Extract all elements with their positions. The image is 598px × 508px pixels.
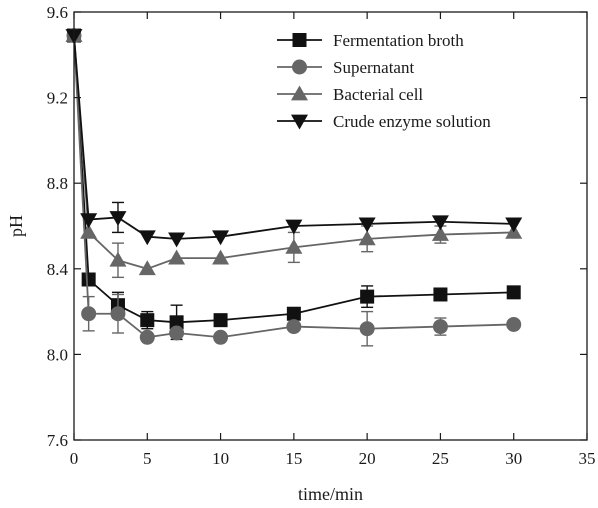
y-tick-label: 7.6 xyxy=(47,431,68,450)
y-tick-label: 9.2 xyxy=(47,89,68,108)
data-point xyxy=(168,249,186,265)
y-tick-label: 9.6 xyxy=(47,3,68,22)
legend-item: Bacterial cell xyxy=(277,85,423,104)
data-point xyxy=(109,211,127,226)
y-tick-label: 8.4 xyxy=(47,260,69,279)
data-point xyxy=(81,306,97,322)
data-point xyxy=(212,249,230,265)
x-tick-label: 10 xyxy=(212,449,229,468)
data-point xyxy=(140,313,155,328)
y-tick-label: 8.8 xyxy=(47,174,68,193)
data-point xyxy=(168,232,186,248)
plot-frame xyxy=(73,11,588,441)
axes: 0 5 10 15 20 25 30 35 7.6 8.0 8.4 8.8 9.2 9.6 xyxy=(47,3,596,468)
data-point xyxy=(169,325,185,341)
x-tick-label: 5 xyxy=(143,449,152,468)
series-line xyxy=(73,35,514,324)
legend-label: Crude enzyme solution xyxy=(333,112,491,131)
x-axis-label: time/min xyxy=(298,484,363,504)
series-fermentation-broth xyxy=(67,28,521,341)
data-point xyxy=(431,226,449,241)
data-point xyxy=(286,319,302,335)
legend-item: Crude enzyme solution xyxy=(277,112,491,131)
data-point xyxy=(80,213,98,229)
legend-marker xyxy=(291,85,308,101)
legend-label: Supernatant xyxy=(333,58,414,77)
data-point xyxy=(285,238,303,254)
data-point xyxy=(360,289,375,304)
data-point xyxy=(505,217,523,233)
data-point xyxy=(213,329,229,345)
data-point xyxy=(359,321,375,337)
data-point xyxy=(286,306,301,321)
data-point xyxy=(432,319,448,335)
data-point xyxy=(433,287,448,302)
legend-item: Supernatant xyxy=(277,58,414,77)
data-point xyxy=(138,260,156,276)
data-point xyxy=(212,230,230,246)
data-point xyxy=(506,285,521,300)
series-line xyxy=(73,35,514,240)
series-supernatant xyxy=(66,28,522,347)
legend-label: Bacterial cell xyxy=(333,85,423,104)
x-tick-label: 20 xyxy=(359,449,376,468)
series-line xyxy=(73,35,514,339)
data-point xyxy=(506,316,522,332)
data-point xyxy=(138,230,156,246)
data-point xyxy=(358,230,376,246)
data-point xyxy=(110,306,126,322)
x-tick-label: 15 xyxy=(285,449,302,468)
legend-marker xyxy=(292,33,307,47)
data-point xyxy=(81,272,96,287)
data-point xyxy=(169,315,184,330)
data-point xyxy=(431,215,449,231)
data-point xyxy=(109,251,127,267)
data-point xyxy=(358,217,376,233)
data-point xyxy=(285,219,303,235)
legend: Fermentation broth Supernatant Bacterial c… xyxy=(277,31,491,131)
legend-marker xyxy=(291,114,308,130)
x-tick-label: 35 xyxy=(579,449,596,468)
data-point xyxy=(139,329,155,345)
series-line xyxy=(73,35,514,270)
x-tick-label: 30 xyxy=(505,449,522,468)
series-crude-enzyme-solution xyxy=(65,29,523,248)
y-axis-label: pH xyxy=(6,215,26,237)
legend-item: Fermentation broth xyxy=(277,31,464,50)
x-tick-label: 0 xyxy=(70,449,79,468)
data-point xyxy=(80,223,98,239)
legend-label: Fermentation broth xyxy=(333,31,464,50)
y-tick-label: 8.0 xyxy=(47,345,68,364)
plot-area xyxy=(65,27,523,347)
data-point xyxy=(213,313,228,328)
legend-marker xyxy=(292,59,307,75)
x-tick-label: 25 xyxy=(432,449,449,468)
